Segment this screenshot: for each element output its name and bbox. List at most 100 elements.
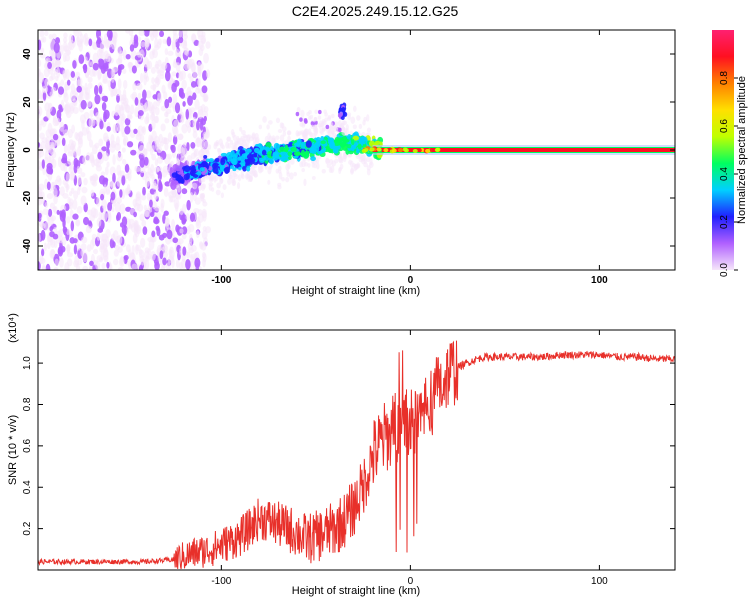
heatmap-cell	[64, 262, 70, 270]
heatmap-cell	[82, 251, 88, 263]
heatmap-cell	[172, 135, 178, 145]
heatmap-cell	[49, 226, 54, 232]
heatmap-cell	[46, 242, 51, 250]
heatmap-cell	[194, 99, 200, 110]
heatmap-cell	[374, 140, 381, 146]
heatmap-cell	[131, 245, 135, 254]
heatmap-cell	[43, 221, 50, 231]
heatmap-cell	[134, 106, 139, 118]
heatmap-cell	[65, 172, 70, 183]
heatmap-cell	[233, 173, 239, 180]
heatmap-cell	[156, 146, 163, 154]
heatmap-cell	[191, 167, 196, 174]
heatmap-cell	[155, 60, 159, 69]
heatmap-cell	[93, 248, 99, 255]
heatmap-cell	[38, 106, 43, 117]
heatmap-cell	[92, 52, 99, 63]
heatmap-cell	[348, 159, 353, 165]
heatmap-cell	[71, 124, 76, 134]
heatmap-cell	[161, 61, 168, 70]
heatmap-cell	[280, 151, 287, 156]
heatmap-cell	[188, 58, 195, 68]
heatmap-cell	[112, 154, 116, 165]
heatmap-cell	[55, 67, 61, 79]
heatmap-cell	[139, 134, 145, 144]
heatmap-cell	[368, 161, 374, 168]
heatmap-cell	[46, 233, 51, 244]
heatmap-cell	[130, 104, 135, 115]
heatmap-cell	[123, 79, 128, 90]
heatmap-cell	[70, 220, 75, 232]
heatmap-cell	[239, 126, 243, 132]
heatmap-cell	[144, 176, 151, 188]
heatmap-cell	[356, 115, 361, 121]
heatmap-cell	[143, 210, 150, 218]
heatmap-cell	[245, 172, 249, 180]
heatmap-cell	[241, 129, 246, 135]
heatmap-cell	[205, 69, 211, 79]
heatmap-cell	[226, 136, 232, 142]
heatmap-cell	[76, 244, 81, 251]
chart-title: C2E4.2025.249.15.12.G25	[292, 3, 459, 19]
heatmap-cell	[186, 172, 190, 180]
heatmap-cell	[229, 140, 234, 145]
heatmap-cell	[45, 129, 52, 138]
heatmap-cell	[299, 117, 303, 122]
heatmap-cell	[327, 137, 335, 142]
heatmap-cell	[97, 68, 103, 80]
heatmap-cell	[303, 178, 307, 187]
heatmap-cell	[195, 230, 200, 238]
heatmap-cell	[38, 199, 42, 206]
heatmap-cell	[182, 246, 187, 256]
heatmap-cell	[56, 209, 60, 216]
heatmap-cell	[154, 205, 161, 212]
heatmap-cell	[87, 82, 93, 89]
heatmap-cell	[188, 223, 195, 233]
heatmap-cell	[138, 30, 145, 37]
heatmap-cell	[143, 30, 150, 37]
heatmap-cell	[111, 68, 116, 76]
heatmap-cell	[149, 30, 153, 38]
heatmap-cell	[197, 77, 201, 87]
heatmap-cell	[187, 73, 192, 79]
heatmap-cell	[286, 130, 292, 136]
heatmap-cell	[186, 154, 193, 166]
heatmap-cell	[124, 163, 130, 173]
heatmap-cell	[286, 172, 291, 177]
heatmap-cell	[86, 152, 91, 162]
heatmap-cell	[140, 194, 147, 201]
heatmap-cell	[122, 97, 129, 107]
heatmap-cell	[134, 97, 139, 106]
heatmap-cell	[116, 93, 120, 103]
heatmap-cell	[118, 257, 125, 268]
heatmap-cell	[130, 222, 137, 233]
heatmap-cell	[338, 127, 342, 133]
heatmap-cell	[52, 114, 57, 123]
heatmap-cell	[151, 30, 158, 38]
heatmap-cell	[352, 105, 357, 112]
heatmap-cell	[68, 198, 74, 206]
heatmap-cell	[277, 129, 283, 134]
heatmap-cells	[38, 30, 675, 270]
heatmap-cell	[403, 148, 409, 153]
heatmap-cell	[88, 38, 93, 47]
heatmap-cell	[161, 169, 168, 178]
heatmap-cell	[116, 177, 122, 187]
heatmap-cell	[352, 135, 360, 141]
heatmap-cell	[397, 148, 403, 153]
heatmap-cell	[76, 79, 82, 88]
heatmap-cell	[172, 32, 179, 43]
heatmap-cell	[180, 146, 186, 158]
heatmap-cell	[218, 138, 223, 146]
heatmap-cell	[99, 242, 104, 251]
heatmap-cell	[282, 130, 287, 137]
heatmap-cell	[111, 206, 115, 213]
heatmap-cell	[198, 105, 204, 116]
heatmap-cell	[134, 244, 139, 255]
heatmap-cell	[240, 135, 245, 142]
heatmap-cell	[104, 166, 109, 176]
heatmap-cell	[164, 70, 171, 82]
heatmap-cell	[306, 111, 310, 117]
heatmap-cell	[137, 109, 144, 117]
heatmap-cell	[105, 53, 111, 63]
